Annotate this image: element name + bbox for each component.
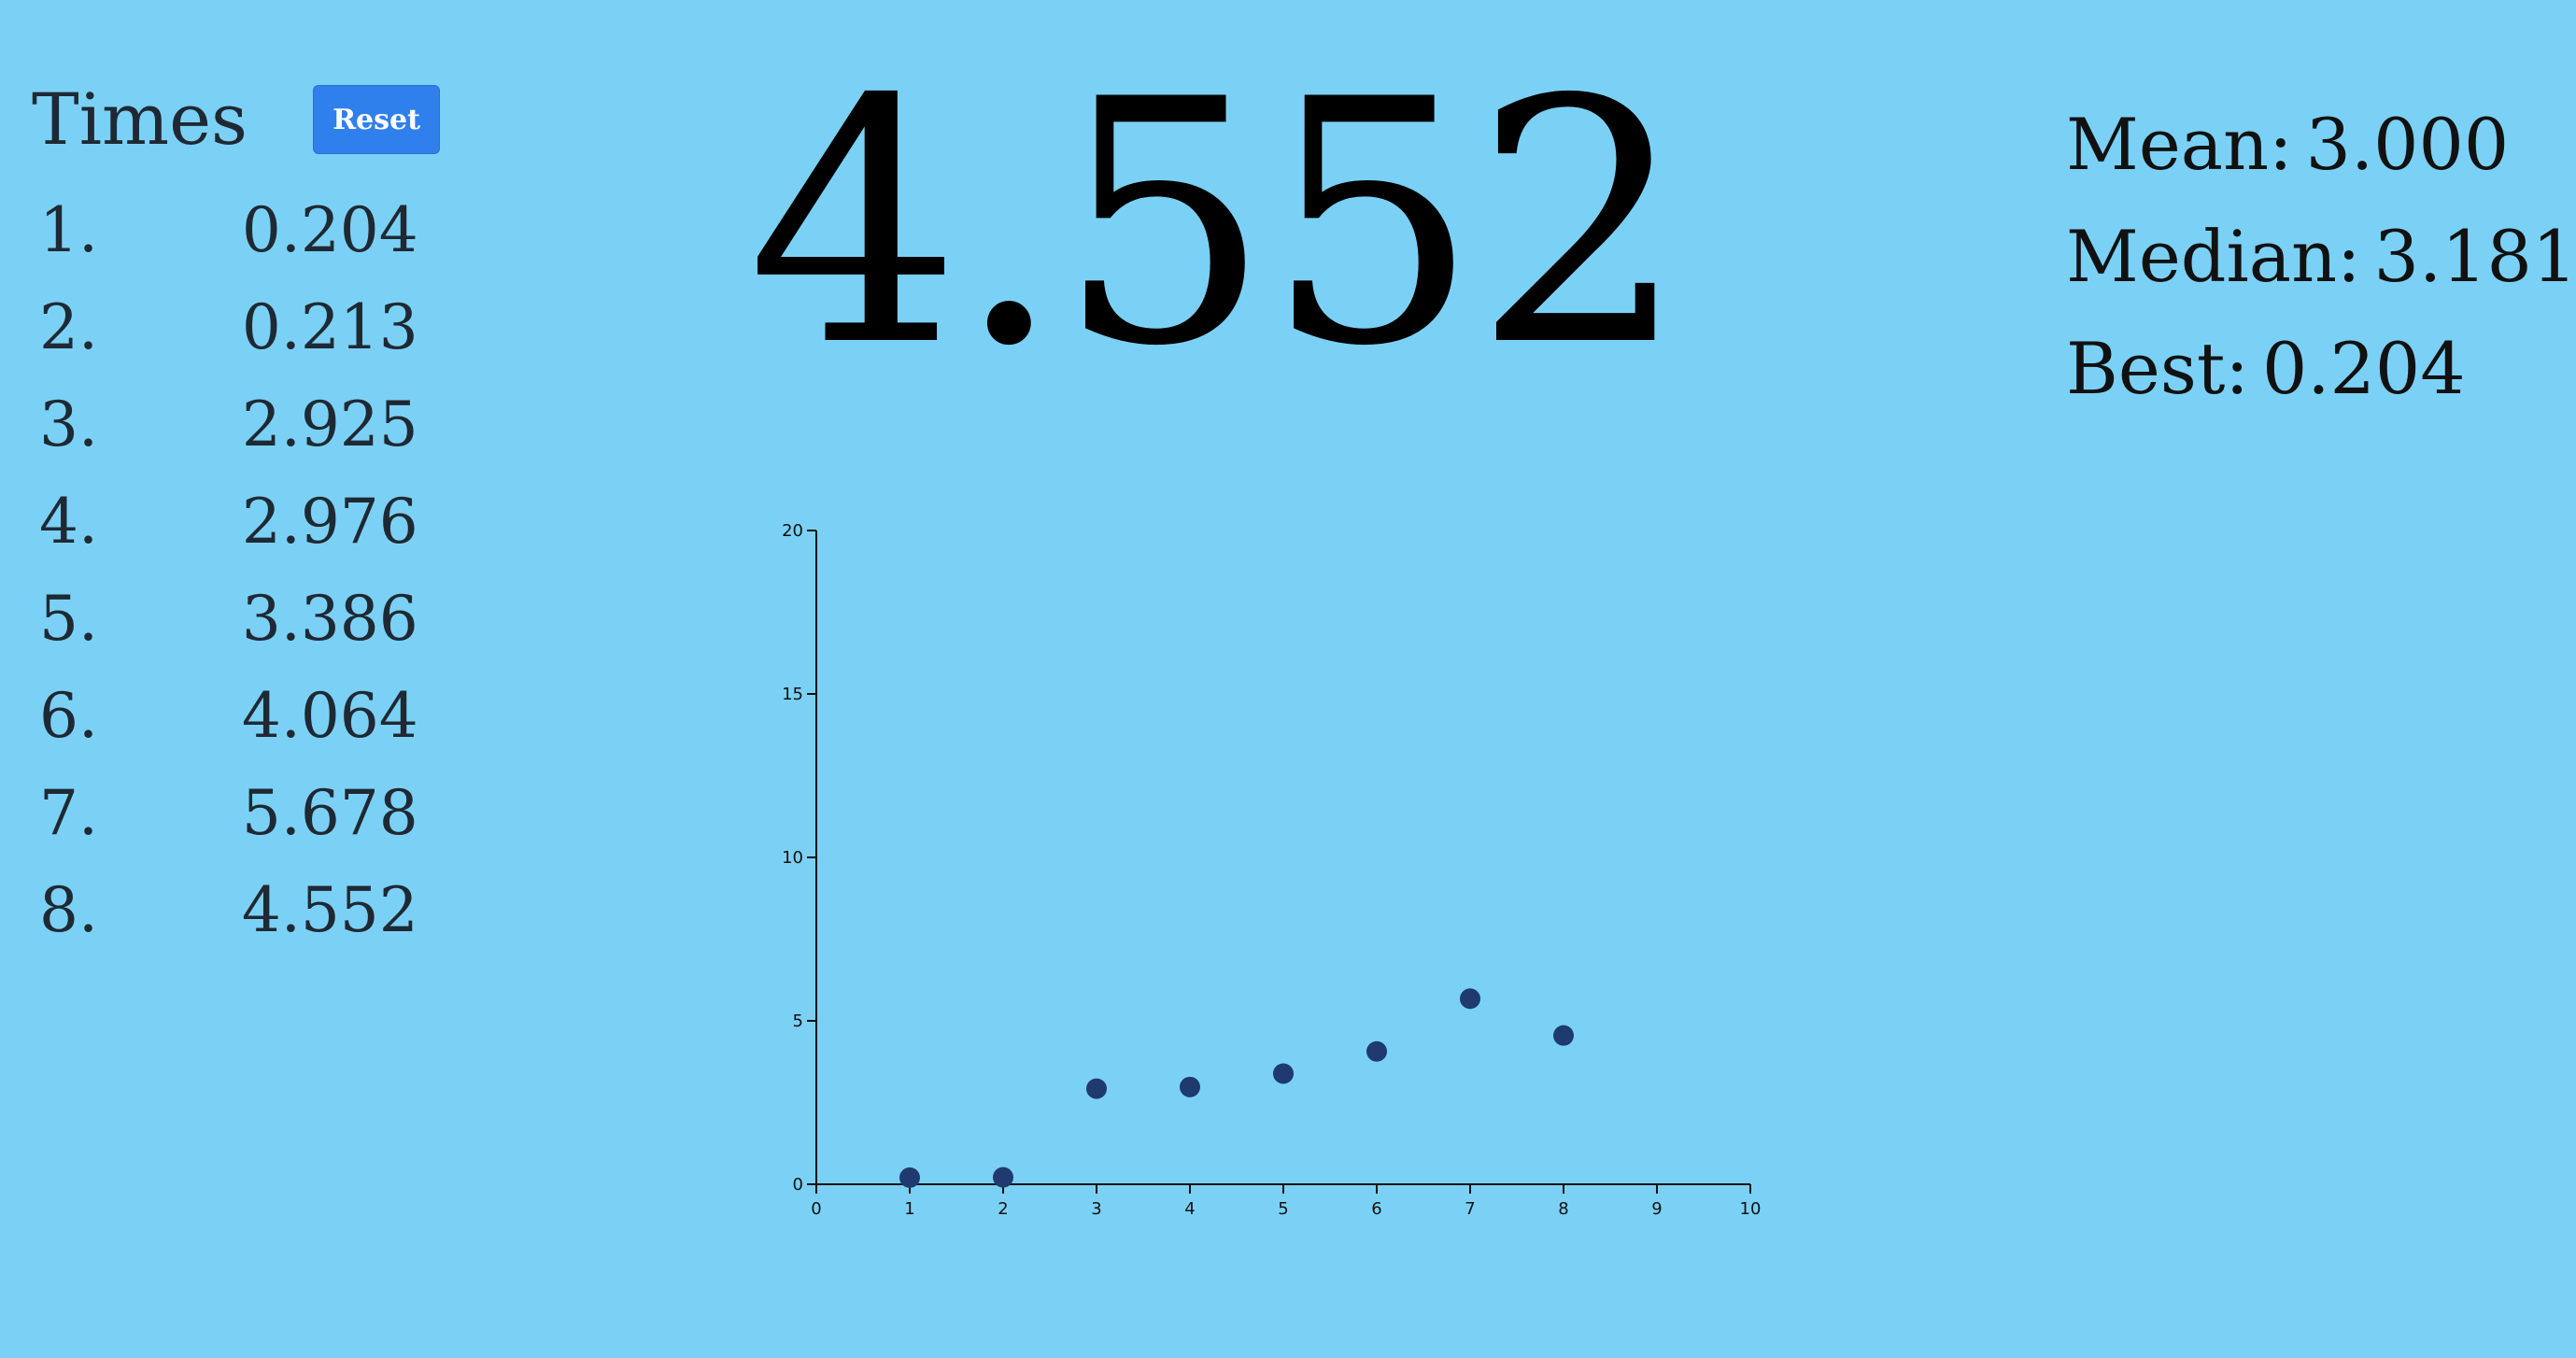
x-tick-label: 8 (1558, 1199, 1568, 1219)
y-tick-label: 5 (793, 1011, 803, 1031)
time-value: 2.976 (241, 485, 418, 558)
x-tick-label: 7 (1465, 1199, 1475, 1219)
time-value: 2.925 (241, 388, 418, 460)
stat-label: Best: (2066, 326, 2249, 410)
x-tick-label: 4 (1184, 1199, 1195, 1219)
time-index: 6. (39, 679, 98, 752)
x-tick-label: 10 (1740, 1199, 1762, 1219)
stat-median: Median: 3.181 (2066, 200, 2576, 312)
time-index: 4. (39, 485, 98, 558)
stat-label: Mean: (2066, 102, 2293, 186)
stats-panel: Mean: 3.000 Median: 3.181 Best: 0.204 (2066, 88, 2576, 424)
x-tick-label: 6 (1371, 1199, 1381, 1219)
time-index: 3. (39, 388, 98, 460)
y-tick-label: 15 (782, 685, 803, 704)
time-index: 2. (39, 290, 98, 363)
x-tick-label: 0 (811, 1199, 821, 1219)
list-item: 7. 5.678 (32, 764, 461, 861)
time-index: 8. (39, 873, 98, 946)
y-tick-label: 20 (782, 521, 803, 541)
current-time-display: 4.552 (747, 28, 1688, 419)
stat-value: 0.204 (2261, 326, 2466, 410)
list-item: 8. 4.552 (32, 861, 461, 958)
time-value: 4.552 (241, 873, 418, 946)
data-point (1553, 1025, 1574, 1046)
data-point (1460, 988, 1480, 1010)
stat-mean: Mean: 3.000 (2066, 88, 2570, 200)
y-tick-label: 10 (782, 848, 803, 868)
list-item: 4. 2.976 (32, 473, 461, 570)
y-tick-label: 0 (793, 1175, 803, 1195)
time-value: 4.064 (241, 679, 418, 752)
data-point (993, 1167, 1013, 1188)
time-value: 0.213 (241, 290, 418, 363)
list-item: 2. 0.213 (32, 278, 461, 375)
x-tick-label: 3 (1091, 1199, 1101, 1219)
data-point (899, 1167, 920, 1188)
reset-button[interactable]: Reset (313, 85, 441, 154)
times-panel: Times Reset 1. 0.204 2. 0.213 3. 2.925 4… (32, 75, 461, 958)
list-item: 6. 4.064 (32, 667, 461, 764)
times-list: 1. 0.204 2. 0.213 3. 2.925 4. 2.976 5. 3… (32, 181, 461, 958)
x-tick-label: 9 (1651, 1199, 1662, 1219)
time-value: 3.386 (241, 582, 418, 655)
list-item: 3. 2.925 (32, 375, 461, 473)
x-tick-label: 2 (998, 1199, 1008, 1219)
stat-value: 3.181 (2373, 214, 2576, 298)
x-tick-label: 1 (904, 1199, 914, 1219)
data-point (1086, 1078, 1107, 1099)
time-index: 5. (39, 582, 98, 655)
stat-value: 3.000 (2305, 102, 2510, 186)
list-item: 1. 0.204 (32, 181, 461, 278)
list-item: 5. 3.386 (32, 570, 461, 667)
stat-best: Best: 0.204 (2066, 312, 2570, 424)
time-index: 7. (39, 776, 98, 849)
times-scatter-chart: 0 1 2 3 4 5 6 7 8 9 10 0 5 10 15 20 (782, 521, 1762, 1219)
times-title: Times (32, 78, 248, 161)
data-point (1366, 1040, 1387, 1062)
data-point (1273, 1063, 1294, 1084)
times-header: Times Reset (32, 75, 461, 164)
stat-label: Median: (2066, 214, 2361, 298)
time-value: 5.678 (241, 776, 418, 849)
data-point (1180, 1076, 1200, 1097)
x-tick-label: 5 (1278, 1199, 1288, 1219)
time-index: 1. (39, 193, 98, 266)
time-value: 0.204 (241, 193, 418, 266)
